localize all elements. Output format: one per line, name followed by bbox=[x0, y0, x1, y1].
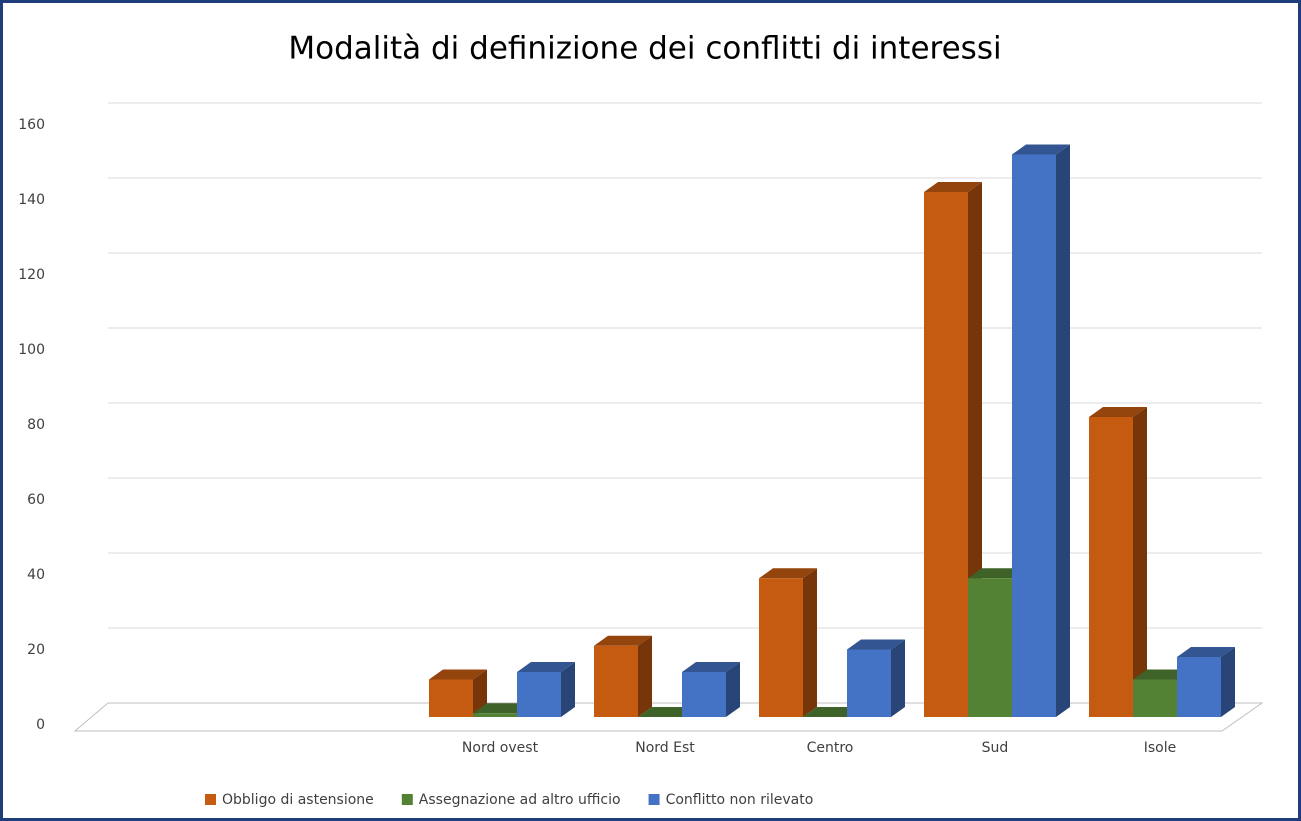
bar-face bbox=[759, 578, 803, 717]
bar-face bbox=[517, 662, 575, 672]
y-tick-label: 40 bbox=[27, 567, 45, 583]
legend-label: Conflitto non rilevato bbox=[666, 792, 814, 808]
x-tick-label: Centro bbox=[807, 740, 854, 756]
y-tick-label: 0 bbox=[36, 717, 45, 733]
bar-face bbox=[803, 568, 817, 717]
x-tick-label: Nord Est bbox=[635, 740, 695, 756]
bar-face bbox=[1177, 647, 1235, 657]
bar-face bbox=[924, 192, 968, 717]
bar-face bbox=[847, 639, 905, 650]
bar-face bbox=[561, 662, 575, 717]
bar-face bbox=[594, 635, 652, 646]
bar bbox=[682, 662, 740, 717]
legend-label: Assegnazione ad altro ufficio bbox=[419, 792, 621, 808]
y-tick-label: 20 bbox=[27, 642, 45, 658]
bar-face bbox=[473, 669, 487, 717]
x-tick-label: Isole bbox=[1144, 740, 1177, 756]
y-tick-label: 100 bbox=[18, 342, 45, 358]
bar bbox=[1177, 647, 1235, 717]
chart-title: Modalità di definizione dei conflitti di… bbox=[288, 31, 1001, 67]
bar-face bbox=[968, 578, 1012, 717]
bar-face bbox=[517, 672, 561, 717]
bar-face bbox=[1012, 144, 1070, 155]
bar-face bbox=[968, 568, 1026, 579]
bar-face bbox=[1089, 407, 1147, 417]
bar bbox=[759, 568, 817, 717]
bar-face bbox=[759, 568, 817, 579]
bar-face bbox=[1089, 417, 1133, 717]
y-tick-label: 140 bbox=[18, 192, 45, 208]
bar-face bbox=[1177, 657, 1221, 717]
y-tick-label: 80 bbox=[27, 417, 45, 433]
bar bbox=[517, 662, 575, 717]
bar-face bbox=[924, 182, 982, 192]
bar bbox=[847, 639, 905, 717]
bar bbox=[803, 707, 861, 717]
bar-face bbox=[726, 662, 740, 717]
bar-face bbox=[1012, 154, 1056, 717]
bar-face bbox=[1056, 144, 1070, 717]
bar-face bbox=[891, 639, 905, 717]
x-tick-label: Nord ovest bbox=[462, 740, 539, 756]
bar-face bbox=[1133, 669, 1191, 680]
bar-face bbox=[682, 662, 740, 672]
legend-swatch bbox=[401, 794, 413, 805]
bar-face bbox=[473, 713, 517, 717]
bar-face bbox=[638, 635, 652, 717]
legend-label: Obbligo di astensione bbox=[222, 792, 374, 808]
bar-face bbox=[594, 645, 638, 717]
bar bbox=[429, 669, 487, 717]
bar-face bbox=[1133, 407, 1147, 717]
bar bbox=[1012, 144, 1070, 717]
bar-face bbox=[1133, 679, 1177, 717]
x-tick-label: Sud bbox=[982, 740, 1009, 756]
y-tick-label: 60 bbox=[27, 492, 45, 508]
bar bbox=[1089, 407, 1147, 717]
bar-face bbox=[682, 672, 726, 717]
bar-face bbox=[429, 679, 473, 717]
bar-face bbox=[638, 707, 696, 717]
bar-face bbox=[429, 669, 487, 680]
legend-swatch bbox=[648, 794, 660, 805]
bar-face bbox=[803, 707, 861, 717]
y-tick-label: 120 bbox=[18, 267, 45, 283]
y-tick-label: 160 bbox=[18, 117, 45, 133]
bar-face bbox=[1221, 647, 1235, 717]
legend-swatch bbox=[205, 794, 216, 805]
bar-face bbox=[847, 649, 891, 717]
bar bbox=[594, 635, 652, 717]
bar-face bbox=[473, 703, 531, 714]
bar bbox=[638, 707, 696, 717]
